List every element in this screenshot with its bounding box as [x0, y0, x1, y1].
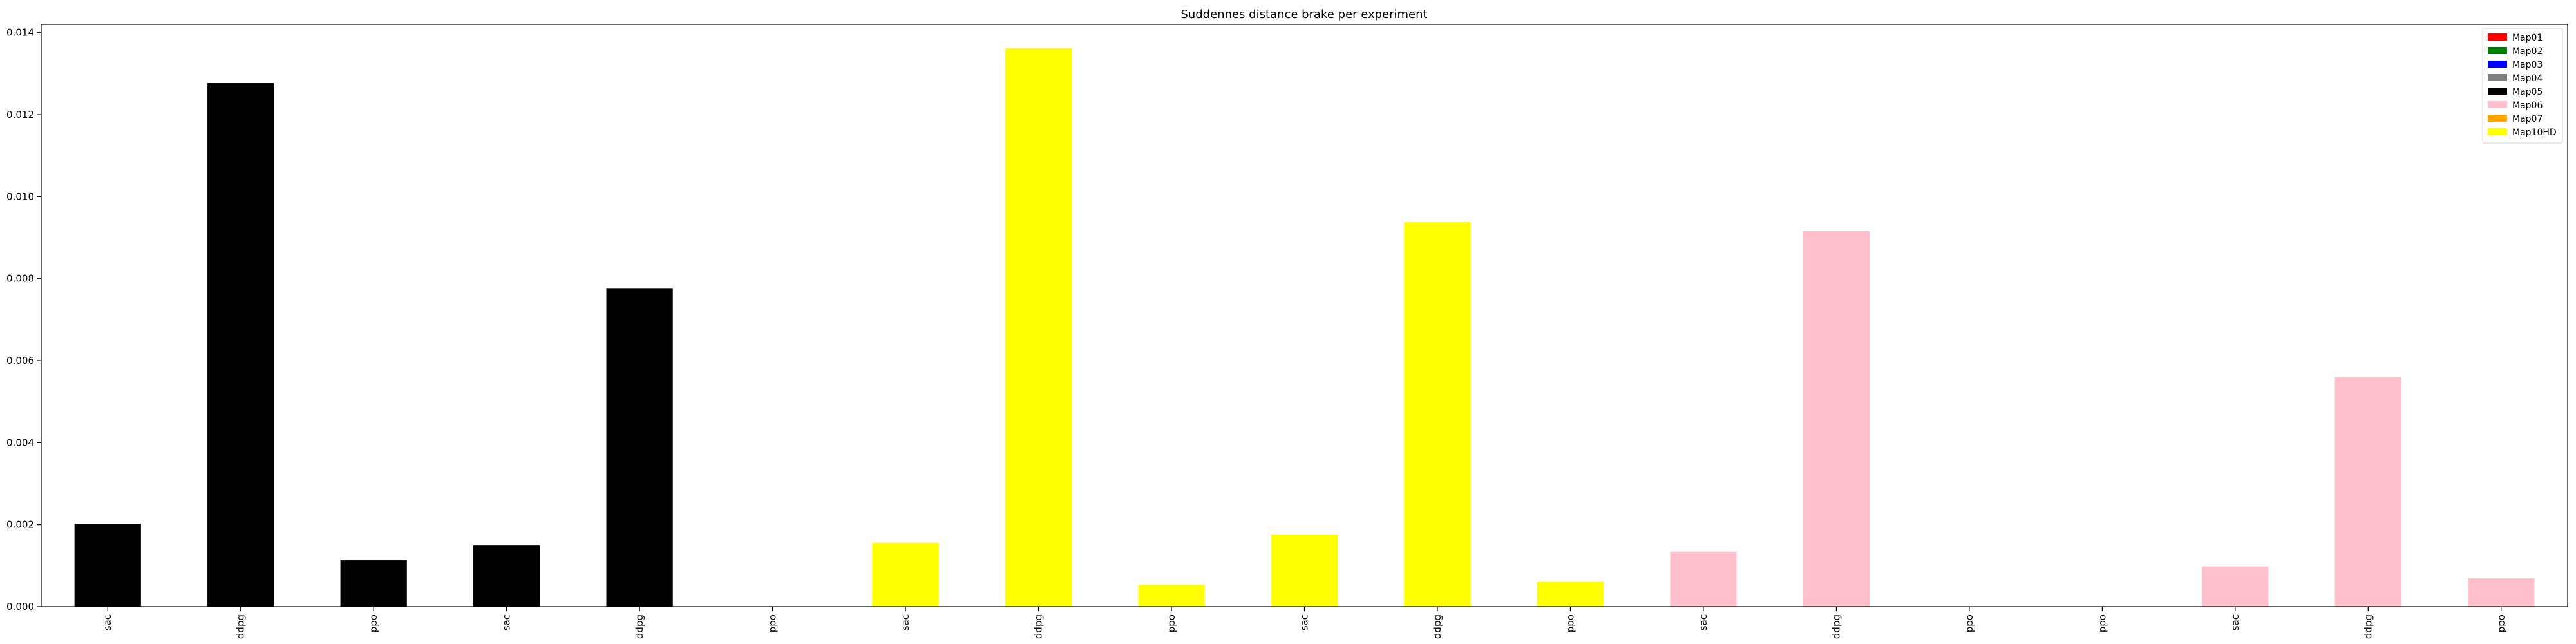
bar: [1271, 534, 1338, 607]
y-tick-label: 0.004: [6, 437, 34, 448]
y-tick-label: 0.008: [6, 273, 34, 285]
bar: [473, 545, 540, 607]
legend-label: Map07: [2512, 114, 2543, 124]
x-tick-label: sac: [900, 614, 911, 630]
x-tick-label: ppo: [368, 614, 379, 632]
bar: [74, 524, 141, 607]
bars: [74, 48, 2535, 607]
plot-frame: [41, 24, 2568, 607]
y-tick-label: 0.010: [6, 191, 34, 202]
legend-swatch: [2488, 88, 2507, 95]
y-tick-label: 0.012: [6, 109, 34, 120]
legend-swatch: [2488, 61, 2507, 68]
legend-label: Map03: [2512, 60, 2543, 70]
y-tick-label: 0.002: [6, 519, 34, 531]
legend-swatch: [2488, 74, 2507, 81]
bar: [2202, 566, 2269, 607]
legend-label: Map05: [2512, 87, 2543, 97]
legend-label: Map02: [2512, 46, 2543, 57]
legend-swatch: [2488, 128, 2507, 135]
y-tick-label: 0.000: [6, 601, 34, 612]
bar: [1670, 551, 1737, 607]
y-tick-label: 0.006: [6, 355, 34, 366]
bar: [606, 288, 673, 607]
bar: [207, 83, 274, 607]
legend: Map01 Map02 Map03 Map04 Map05 Map06 Map07 Map10…: [2482, 28, 2563, 144]
y-tick-label: 0.014: [6, 27, 34, 39]
legend-label: Map04: [2512, 73, 2543, 84]
x-tick-label: ppo: [767, 614, 779, 632]
x-tick-label: ppo: [2496, 614, 2507, 632]
legend-swatch: [2488, 47, 2507, 54]
bar: [872, 542, 939, 607]
legend-swatch: [2488, 101, 2507, 108]
x-tick-label: ppo: [2096, 614, 2108, 632]
x-tick-label: sac: [2230, 614, 2241, 630]
x-axis: sac ddpg ppo sac ddpg ppo sac ddpg ppo sac ddpg ppo…: [102, 607, 2507, 639]
x-tick-label: sac: [501, 614, 513, 630]
x-tick-label: ddpg: [1033, 614, 1045, 639]
legend-swatch: [2488, 33, 2507, 41]
legend-label: Map01: [2512, 33, 2543, 43]
y-axis: 0.000 0.002 0.004 0.006 0.008 0.010 0.012 0.014: [6, 27, 41, 612]
legend-swatch: [2488, 115, 2507, 122]
bar: [1803, 231, 1870, 607]
bar: [2334, 377, 2401, 607]
legend-label: Map10HD: [2512, 128, 2557, 138]
bar: [1005, 48, 1072, 607]
x-tick-label: ddpg: [235, 614, 247, 639]
legend-label: Map06: [2512, 100, 2543, 111]
x-tick-label: ddpg: [634, 614, 645, 639]
bar: [1537, 582, 1604, 607]
x-tick-label: sac: [1698, 614, 1709, 630]
x-tick-label: ppo: [1564, 614, 1576, 632]
legend-box: [2482, 28, 2563, 144]
x-tick-label: ppo: [1964, 614, 1975, 632]
bar: [340, 560, 407, 607]
x-tick-label: ddpg: [1432, 614, 1443, 639]
x-tick-label: sac: [1299, 614, 1311, 630]
chart-title: Suddennes distance brake per experiment: [1180, 8, 1427, 21]
bar: [1138, 585, 1205, 607]
x-tick-label: ddpg: [2362, 614, 2374, 639]
bar: [2468, 578, 2535, 607]
x-tick-label: ppo: [1166, 614, 1177, 632]
bar: [1404, 222, 1471, 607]
x-tick-label: sac: [102, 614, 113, 630]
x-tick-label: ddpg: [1830, 614, 1842, 639]
